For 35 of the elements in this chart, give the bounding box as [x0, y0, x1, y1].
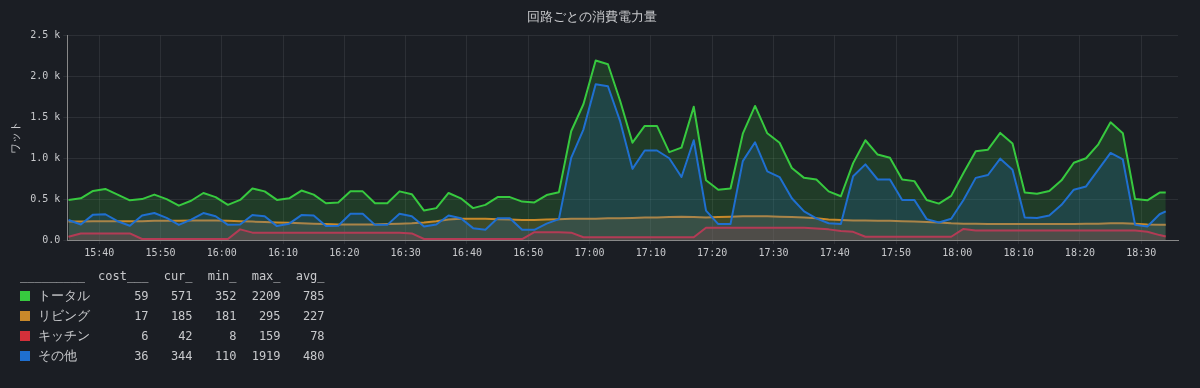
y-tick-label: 0.0 — [42, 233, 61, 245]
x-tick-label: 17:40 — [819, 246, 850, 258]
x-tick-label: 15:50 — [145, 246, 176, 258]
legend-label: その他 — [38, 348, 77, 363]
x-tick-label: 16:00 — [206, 246, 237, 258]
x-tick-label: 18:10 — [1003, 246, 1034, 258]
x-tick-label: 18:00 — [942, 246, 973, 258]
x-tick-label: 17:10 — [635, 246, 666, 258]
x-tick-label: 16:40 — [451, 246, 483, 258]
chart-title: 回路ごとの消費電力量 — [527, 9, 657, 25]
legend-label: リビング — [38, 308, 90, 323]
x-tick-label: 18:20 — [1064, 246, 1095, 258]
text: 59 571 352 2209 785 — [134, 289, 325, 303]
y-tick-label: 1.5 k — [30, 110, 61, 122]
x-tick-label: 15:40 — [84, 246, 115, 258]
y-axis-title: ワット — [9, 121, 23, 155]
y-tick-label: 1.0 k — [30, 151, 61, 163]
x-tick-label: 17:20 — [697, 246, 728, 258]
x-tick-label: 17:50 — [880, 246, 912, 258]
text: 17 185 181 295 227 — [134, 309, 325, 323]
x-tick-label: 16:30 — [390, 246, 421, 258]
x-tick-label: 18:30 — [1126, 246, 1157, 258]
y-tick-label: 2.5 k — [30, 29, 61, 41]
legend-label: トータル — [38, 288, 90, 303]
legend-label: キッチン — [38, 328, 90, 343]
text: _________ cost___ cur_ min_ max_ avg_ — [20, 269, 325, 283]
y-tick-label: 0.5 k — [30, 192, 61, 204]
x-tick-label: 17:00 — [574, 246, 605, 258]
x-tick-label: 16:10 — [268, 246, 299, 258]
text: 6 42 8 159 78 — [141, 329, 325, 343]
text: 36 344 110 1919 480 — [134, 349, 325, 363]
x-tick-label: 16:20 — [329, 246, 360, 258]
x-tick-label: 17:30 — [758, 246, 789, 258]
y-tick-label: 2.0 k — [30, 70, 61, 82]
x-tick-label: 16:50 — [513, 246, 544, 258]
